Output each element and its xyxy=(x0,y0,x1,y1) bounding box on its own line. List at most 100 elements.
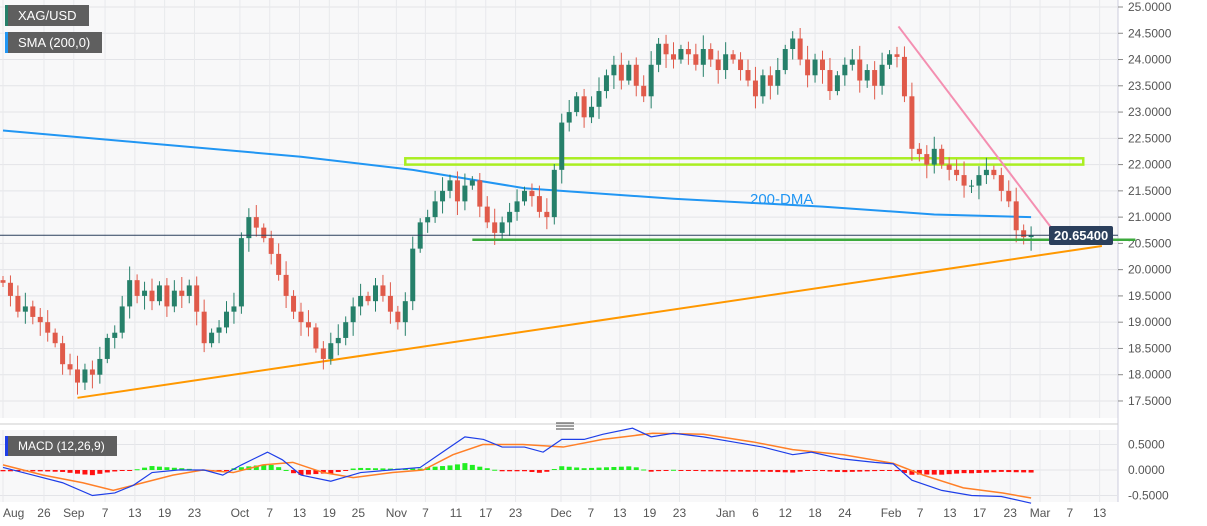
macd-histogram-bar xyxy=(268,464,274,470)
x-tick-label: 11 xyxy=(450,506,463,520)
macd-histogram-bar xyxy=(454,464,460,470)
candle-body xyxy=(112,332,118,338)
macd-histogram-bar xyxy=(253,465,259,470)
candle-body xyxy=(246,217,252,239)
candle-body xyxy=(633,64,639,86)
candle-body xyxy=(782,49,788,71)
macd-histogram-bar xyxy=(328,470,334,474)
macd-histogram-bar xyxy=(134,469,140,471)
candle-body xyxy=(283,274,289,296)
x-tick-label: 13 xyxy=(293,506,307,520)
macd-histogram-bar xyxy=(879,470,885,471)
downtrend-line xyxy=(897,25,1058,237)
macd-histogram-bar xyxy=(849,470,855,472)
macd-histogram-bar xyxy=(1028,470,1034,473)
macd-histogram-bar xyxy=(89,470,95,476)
x-tick-label: 13 xyxy=(613,506,627,520)
macd-histogram-bar xyxy=(1006,470,1012,473)
macd-histogram-bar xyxy=(551,469,557,471)
macd-histogram-bar xyxy=(261,464,267,470)
candle-body xyxy=(529,190,535,197)
x-tick-label: 18 xyxy=(808,506,822,520)
x-tick-label: 26 xyxy=(37,506,51,520)
macd-histogram-bar xyxy=(0,470,6,472)
candle-body xyxy=(603,75,609,92)
symbol-label[interactable]: XAG/USD xyxy=(5,5,89,26)
candle-body xyxy=(52,332,58,344)
macd-histogram-bar xyxy=(812,470,818,471)
candle-body xyxy=(492,222,498,233)
macd-histogram-bar xyxy=(469,464,475,470)
y-tick-label: 18.5000 xyxy=(1128,341,1172,355)
macd-histogram-bar xyxy=(872,470,878,472)
macd-histogram-bar xyxy=(507,470,513,472)
x-tick-label: 17 xyxy=(973,506,987,520)
macd-histogram-bar xyxy=(365,468,371,470)
candle-body xyxy=(983,169,989,176)
candle-body xyxy=(149,290,155,302)
macd-histogram-bar xyxy=(60,470,66,472)
candle-body xyxy=(22,306,28,312)
candle-body xyxy=(425,217,431,223)
macd-histogram-bar xyxy=(37,470,43,472)
macd-histogram-bar xyxy=(603,467,609,470)
candle-body xyxy=(1028,235,1034,238)
macd-histogram-bar xyxy=(291,470,297,474)
x-tick-label: Nov xyxy=(386,506,407,520)
candle-body xyxy=(790,38,796,50)
x-tick-label: 17 xyxy=(479,506,493,520)
candle-body xyxy=(7,282,13,296)
macd-histogram-bar xyxy=(142,467,148,470)
candle-body xyxy=(723,54,729,71)
candle-body xyxy=(194,285,200,312)
macd-histogram-bar xyxy=(477,466,483,470)
candle-body xyxy=(484,206,490,223)
candle-body xyxy=(97,358,103,375)
macd-histogram-bar xyxy=(596,467,602,470)
macd-histogram-bar xyxy=(939,470,945,475)
candle-body xyxy=(30,306,36,317)
candle-body xyxy=(946,164,952,170)
candle-body xyxy=(1021,230,1027,238)
macd-histogram-bar xyxy=(75,470,80,474)
macd-histogram-bar xyxy=(916,470,922,475)
x-tick-label: Feb xyxy=(881,506,902,520)
macd-histogram-bar xyxy=(641,469,647,471)
candle-body xyxy=(298,311,304,323)
candle-body xyxy=(1013,201,1019,231)
x-tick-label: Mar xyxy=(1030,506,1051,520)
macd-histogram-bar xyxy=(998,470,1004,472)
x-tick-label: 7 xyxy=(917,506,924,520)
x-tick-label: 7 xyxy=(422,506,429,520)
macd-indicator-label[interactable]: MACD (12,26,9) xyxy=(5,436,117,456)
y-tick-label: 21.5000 xyxy=(1128,184,1172,198)
candle-body xyxy=(536,196,542,212)
x-tick-label: 25 xyxy=(352,506,366,520)
x-tick-label: 19 xyxy=(323,506,337,520)
macd-histogram-bar xyxy=(775,470,781,473)
macd-histogram-bar xyxy=(827,470,833,472)
macd-histogram-bar xyxy=(909,470,915,475)
sma-indicator-label[interactable]: SMA (200,0) xyxy=(5,32,103,53)
candle-body xyxy=(879,64,885,86)
macd-histogram-bar xyxy=(685,470,691,471)
x-tick-label: Jan xyxy=(716,506,735,520)
candle-body xyxy=(834,75,840,92)
candle-body xyxy=(142,290,148,296)
candle-body xyxy=(291,295,297,312)
candle-body xyxy=(104,337,110,359)
macd-histogram-bar xyxy=(462,463,468,470)
macd-histogram-bar xyxy=(30,470,36,472)
macd-histogram-bar xyxy=(238,467,244,470)
candle-body xyxy=(939,148,945,165)
macd-histogram-bar xyxy=(790,470,796,473)
candle-body xyxy=(156,285,162,302)
y-tick-label: 22.0000 xyxy=(1128,158,1172,172)
candle-body xyxy=(678,49,684,60)
macd-histogram-bar xyxy=(678,470,684,471)
macd-histogram-bar xyxy=(127,470,133,471)
candle-body xyxy=(797,38,803,60)
candle-body xyxy=(514,201,520,212)
candle-body xyxy=(276,253,282,275)
